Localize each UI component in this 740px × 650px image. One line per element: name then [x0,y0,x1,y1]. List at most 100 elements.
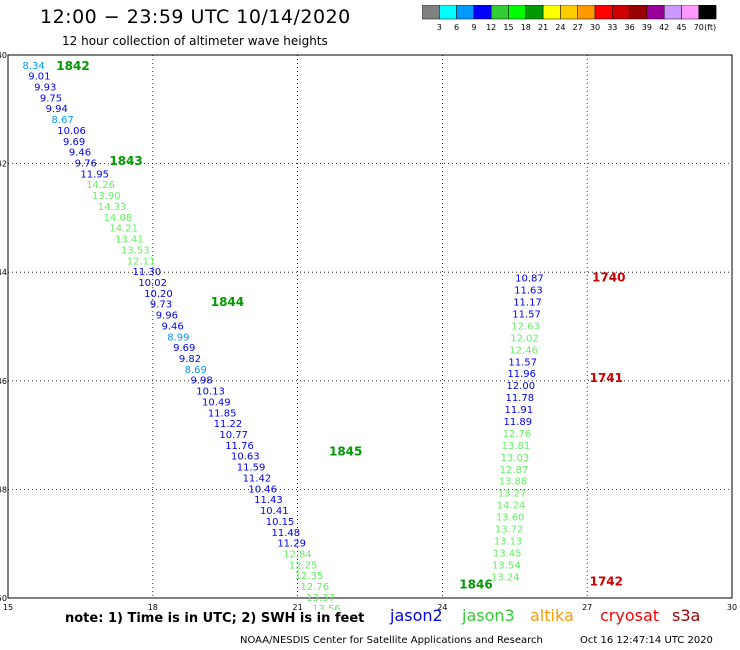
pass-label: 1844 [211,295,244,309]
swh-value: 10.20 [144,289,173,300]
swh-value: 10.77 [219,430,248,441]
lon-tick-label: 21 [293,603,303,610]
pass-label: 1741 [590,371,623,385]
swh-value: 9.94 [46,104,68,115]
scale-label: 30 [590,23,600,32]
swh-value: 11.43 [254,495,283,506]
swh-value: 12.76 [503,429,532,440]
swh-value: 10.02 [138,278,167,289]
swh-value: 12.87 [500,465,529,476]
note-text: note: 1) Time is in UTC; 2) SWH is in fe… [65,611,365,626]
scale-label: 18 [521,23,531,32]
wave-height-map: 151821242730-40-42-44-46-48-508.349.019.… [0,51,737,610]
swh-value: 11.96 [507,369,536,380]
scale-swatch [698,5,717,20]
swh-value: 9.75 [40,93,62,104]
page-subtitle: 12 hour collection of altimeter wave hei… [62,34,328,48]
swh-value: 13.03 [501,453,530,464]
swh-value: 11.57 [508,357,537,368]
swh-value: 12.00 [506,381,535,392]
swh-value: 11.59 [237,463,266,474]
swh-value: 9.76 [75,159,97,170]
swh-value: 9.93 [34,82,56,93]
swh-value: 11.78 [505,393,534,404]
swh-value: 9.46 [161,321,183,332]
swh-value: 10.46 [248,484,277,495]
swh-value: 13.37 [306,593,335,604]
swh-value: 13.27 [498,489,527,500]
pass-label: 1843 [109,154,142,168]
lon-tick-label: 18 [148,603,158,610]
scale-label: 21 [538,23,548,32]
scale-label: 33 [607,23,617,32]
swh-value: 9.46 [69,148,91,159]
scale-label: 9 [471,23,476,32]
swh-value: 13.88 [499,477,528,488]
lon-tick-label: 27 [582,603,592,610]
credit-text: NOAA/NESDIS Center for Satellite Applica… [240,635,543,646]
pass-label: 1742 [590,575,623,589]
swh-value: 11.42 [243,473,272,484]
swh-value: 13.53 [121,245,150,256]
lat-tick-label: -48 [0,485,7,494]
pass-label: 1842 [56,59,89,73]
swh-value: 12.02 [510,333,539,344]
lon-tick-label: 15 [3,603,13,610]
swh-value: 10.49 [202,397,231,408]
swh-value: 14.24 [497,501,526,512]
swh-value: 9.01 [28,72,50,83]
swh-value: 8.99 [167,332,189,343]
swh-value: 13.54 [492,560,521,571]
map-frame [7,54,733,599]
scale-label: 27 [573,23,583,32]
swh-value: 11.76 [225,441,254,452]
satellite-jason2: jason2 [390,606,443,625]
swh-value: 14.08 [104,213,133,224]
page-title: 12:00 − 23:59 UTC 10/14/2020 [40,6,351,28]
scale-label: 6 [454,23,459,32]
scale-label: 45 [676,23,686,32]
swh-value: 11.22 [214,419,243,430]
pass-label: 1845 [329,444,362,458]
swh-value: 9.82 [179,354,201,365]
scale-unit: (ft) [704,23,716,32]
swh-value: 13.56 [312,604,341,610]
lat-tick-label: -50 [0,594,7,603]
swh-value: 10.87 [515,274,544,285]
swh-value: 10.13 [196,387,225,398]
pass-label: 1846 [459,577,492,591]
swh-value: 14.21 [109,224,138,235]
swh-value: 13.90 [92,191,121,202]
swh-value: 8.69 [185,365,207,376]
scale-label: 15 [503,23,513,32]
lon-tick-label: 24 [437,603,447,610]
swh-value: 11.89 [504,417,533,428]
swh-value: 10.63 [231,452,260,463]
lat-tick-label: -42 [0,160,7,169]
lat-tick-label: -44 [0,268,7,277]
swh-value: 9.96 [156,311,178,322]
swh-value: 9.69 [63,137,85,148]
satellite-altika: altika [530,606,574,625]
satellite-cryosat: cryosat [600,606,660,625]
swh-value: 8.34 [22,61,44,72]
lat-tick-label: -46 [0,377,7,386]
satellite-jason3: jason3 [462,606,515,625]
generated-time: Oct 16 12:47:14 UTC 2020 [580,635,713,646]
swh-value: 9.98 [190,376,212,387]
lon-tick-label: 30 [727,603,737,610]
satellite-s3a: s3a [672,606,701,625]
swh-value: 11.17 [513,298,542,309]
swh-value: 10.06 [57,126,86,137]
swh-value: 13.81 [502,441,531,452]
swh-value: 9.73 [150,300,172,311]
swh-value: 11.91 [505,405,534,416]
swh-value: 11.29 [277,539,306,550]
swh-value: 12.35 [295,571,324,582]
swh-value: 11.85 [208,408,237,419]
scale-label: 24 [555,23,565,32]
swh-value: 11.95 [80,169,109,180]
scale-label: 36 [625,23,635,32]
swh-value: 12.46 [509,345,538,356]
pass-label: 1740 [592,271,625,285]
